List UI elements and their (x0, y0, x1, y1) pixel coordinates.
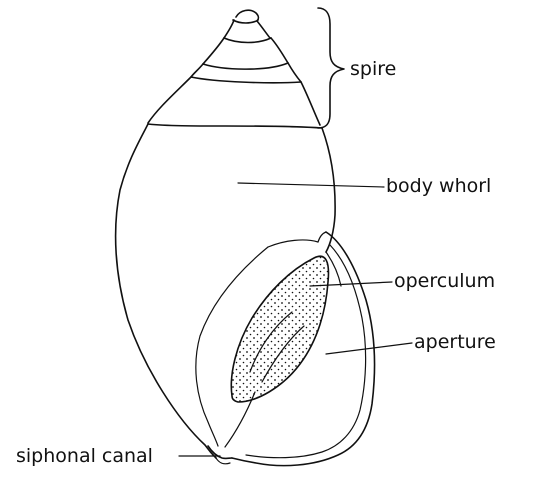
operculum-drawing (230, 255, 330, 403)
body-whorl-outline (114, 123, 336, 459)
label-spire: spire (350, 58, 396, 80)
body-whorl-leader (237, 182, 385, 188)
label-body-whorl: body whorl (386, 175, 491, 197)
spire-brace (317, 7, 345, 129)
aperture-outline (231, 231, 376, 467)
spire-drawing (147, 9, 323, 129)
label-siphonal-canal: siphonal canal (16, 445, 153, 467)
label-aperture: aperture (414, 331, 496, 353)
aperture-leader (325, 342, 413, 355)
operculum-leader (309, 281, 393, 287)
label-operculum: operculum (394, 270, 495, 292)
siphonal-canal-drawing (207, 391, 256, 465)
